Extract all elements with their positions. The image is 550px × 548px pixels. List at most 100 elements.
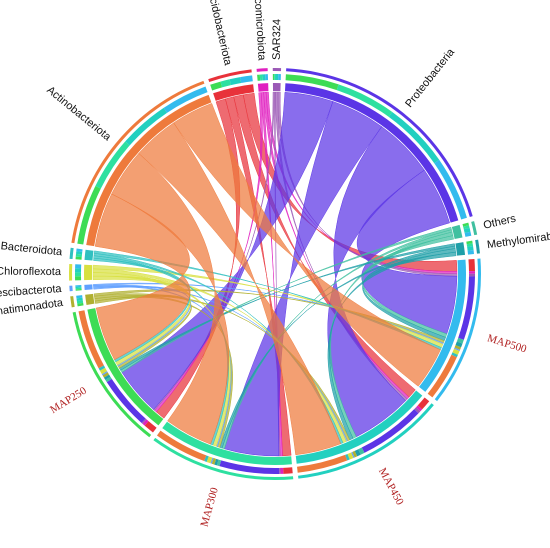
- group-arc: [284, 83, 459, 223]
- group-sample-band: [466, 243, 474, 247]
- sample-group-band: [468, 258, 475, 272]
- group-outer-ring: [475, 239, 480, 254]
- group-sample-band: [262, 74, 266, 81]
- group-sample-band: [76, 297, 83, 302]
- group-label: Bacteroidota: [0, 240, 64, 258]
- group-sample-band: [76, 300, 84, 304]
- group-label: Actinobacteriota: [44, 84, 113, 144]
- group-label: Chloroflexota: [0, 266, 62, 279]
- group-sample-band: [75, 264, 82, 269]
- group-outer-ring: [256, 68, 268, 72]
- sample-outer-ring: [153, 437, 294, 481]
- group-sample-band: [75, 286, 82, 289]
- group-label: SAR324: [271, 19, 283, 60]
- group-sample-band: [464, 231, 472, 237]
- group-arc: [272, 82, 281, 92]
- sample-group-band: [103, 374, 111, 380]
- sample-group-band: [156, 430, 207, 462]
- sample-group-band: [106, 378, 146, 423]
- group-arc: [85, 293, 95, 305]
- group-label: Acidobacteriota: [205, 0, 234, 67]
- sample-label: MAP450: [376, 466, 406, 508]
- sample-group-band: [454, 347, 461, 352]
- group-sample-band: [75, 256, 82, 260]
- sample-group-band: [219, 460, 280, 474]
- group-arc: [257, 83, 269, 92]
- group-sample-band: [275, 74, 279, 81]
- sample-group-band: [141, 418, 147, 424]
- group-arc: [451, 224, 463, 239]
- group-arc: [213, 84, 255, 101]
- group-sample-band: [229, 77, 242, 86]
- group-sample-band: [272, 74, 275, 81]
- group-sample-band: [336, 84, 393, 117]
- sample-group-band: [297, 454, 348, 473]
- group-sample-band: [210, 81, 223, 91]
- sample-group-band: [361, 409, 419, 453]
- sample-group-band: [78, 310, 104, 369]
- sample-label: MAP300: [198, 486, 221, 529]
- sample-group-band: [214, 458, 219, 466]
- group-outer-ring: [208, 69, 252, 82]
- sample-group-band: [211, 458, 217, 465]
- sample-arc: [295, 390, 423, 464]
- group-sample-band: [75, 276, 82, 281]
- sample-group-band: [279, 467, 281, 474]
- chord: [173, 103, 441, 387]
- sample-group-band: [142, 419, 149, 426]
- group-sample-band: [76, 251, 83, 255]
- group-sample-band: [278, 74, 281, 81]
- sample-group-band: [452, 348, 460, 355]
- group-outer-ring: [69, 285, 73, 292]
- sample-group-band: [347, 452, 354, 460]
- group-sample-band: [466, 240, 473, 245]
- chord: [111, 153, 229, 445]
- sample-group-band: [98, 365, 106, 371]
- sample-group-band: [358, 447, 365, 455]
- sample-arc: [87, 308, 164, 426]
- group-sample-band: [75, 268, 82, 273]
- sample-group-band: [468, 273, 475, 277]
- group-sample-band: [163, 86, 208, 113]
- group-arc: [84, 249, 94, 261]
- group-sample-band: [75, 272, 82, 277]
- sample-group-band: [427, 354, 457, 398]
- sample-group-band: [99, 367, 108, 375]
- sample-group-band: [105, 376, 112, 383]
- group-sample-band: [463, 225, 470, 230]
- group-sample-band: [467, 249, 474, 255]
- sample-group-band: [283, 467, 293, 474]
- sample-group-band: [345, 453, 350, 461]
- sample-group-band: [206, 456, 213, 464]
- sample-outer-ring: [434, 258, 481, 402]
- group-outer-ring: [70, 296, 75, 308]
- group-sample-band: [220, 79, 231, 88]
- sample-label: MAP250: [48, 384, 89, 416]
- sample-group-band: [210, 457, 214, 464]
- sample-arc: [162, 421, 292, 465]
- group-sample-band: [75, 287, 82, 290]
- group-arc: [84, 284, 93, 291]
- group-sample-band: [75, 288, 82, 291]
- group-sample-band: [95, 141, 130, 189]
- sample-group-band: [144, 421, 157, 433]
- group-arc: [455, 242, 466, 256]
- sample-group-band: [102, 372, 110, 378]
- group-label: Others: [482, 213, 517, 232]
- sample-arc: [419, 259, 466, 392]
- chord: [138, 122, 342, 456]
- group-label: Methylomirabilota: [486, 228, 550, 252]
- sample-group-band: [458, 276, 475, 340]
- sample-group-band: [451, 352, 458, 358]
- group-outer-ring: [69, 263, 73, 281]
- sample-group-band: [454, 345, 462, 350]
- group-sample-band: [75, 285, 82, 287]
- group-sample-band: [265, 74, 269, 81]
- sample-group-band: [280, 467, 284, 474]
- group-sample-band: [240, 75, 253, 83]
- group-outer-ring: [471, 221, 478, 236]
- group-sample-band: [274, 73, 276, 81]
- group-outer-ring: [69, 247, 74, 260]
- group-sample-band: [257, 74, 261, 81]
